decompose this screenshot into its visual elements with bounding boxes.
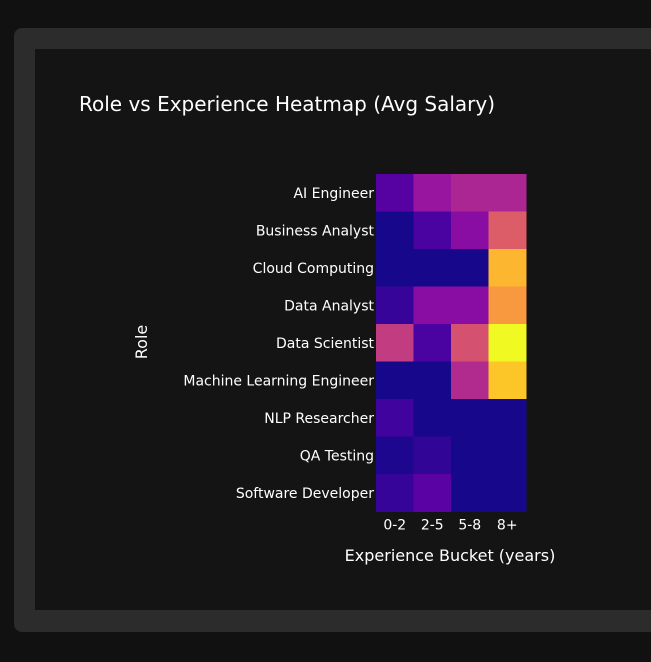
heatmap-cell[interactable]	[488, 174, 527, 212]
y-tick-label: Machine Learning Engineer	[183, 373, 374, 389]
y-tick-label: Cloud Computing	[253, 261, 374, 277]
heatmap-cell[interactable]	[451, 474, 489, 512]
y-tick-label: Software Developer	[236, 486, 374, 502]
heatmap-cell[interactable]	[376, 436, 414, 475]
chart-title: Role vs Experience Heatmap (Avg Salary)	[79, 92, 495, 116]
x-tick-label: 5-8	[458, 518, 481, 534]
y-tick-label: Data Scientist	[276, 336, 375, 352]
heatmap-cell[interactable]	[413, 324, 452, 362]
heatmap-cells	[376, 174, 527, 512]
heatmap-cell[interactable]	[376, 286, 414, 325]
heatmap-cell[interactable]	[451, 249, 489, 287]
heatmap-cell[interactable]	[376, 361, 414, 400]
heatmap-cell[interactable]	[376, 474, 414, 512]
x-tick-labels: 0-2 2-5 5-8 8+	[383, 518, 517, 534]
heatmap-cell[interactable]	[413, 286, 452, 325]
heatmap-cell[interactable]	[413, 174, 452, 212]
heatmap-cell[interactable]	[451, 286, 489, 325]
heatmap-cell[interactable]	[451, 399, 489, 437]
heatmap-cell[interactable]	[413, 361, 452, 400]
heatmap-cell[interactable]	[488, 211, 527, 250]
y-tick-label: AI Engineer	[293, 186, 374, 202]
y-tick-label: QA Testing	[300, 448, 374, 464]
heatmap-cell[interactable]	[376, 399, 414, 437]
heatmap-cell[interactable]	[451, 324, 489, 362]
heatmap-cell[interactable]	[451, 211, 489, 250]
heatmap-cell[interactable]	[488, 436, 527, 475]
heatmap-cell[interactable]	[376, 249, 414, 287]
heatmap-cell[interactable]	[451, 361, 489, 400]
heatmap-cell[interactable]	[413, 474, 452, 512]
y-tick-label: Business Analyst	[256, 223, 375, 239]
heatmap-cell[interactable]	[451, 436, 489, 475]
heatmap-cell[interactable]	[413, 436, 452, 475]
x-tick-label: 8+	[497, 518, 518, 534]
heatmap-cell[interactable]	[451, 174, 489, 212]
heatmap-cell[interactable]	[413, 399, 452, 437]
heatmap-cell[interactable]	[488, 399, 527, 437]
heatmap-cell[interactable]	[488, 474, 527, 512]
heatmap-cell[interactable]	[488, 286, 527, 325]
heatmap-cell[interactable]	[488, 361, 527, 400]
y-axis-title: Role	[132, 325, 151, 359]
x-axis-title: Experience Bucket (years)	[345, 546, 556, 565]
x-tick-label: 2-5	[421, 518, 444, 534]
heatmap-cell[interactable]	[413, 211, 452, 250]
plot-card	[35, 49, 651, 610]
heatmap-cell[interactable]	[488, 249, 527, 287]
x-tick-label: 0-2	[383, 518, 406, 534]
heatmap-cell[interactable]	[376, 174, 414, 212]
y-tick-label: NLP Researcher	[264, 411, 374, 427]
y-tick-label: Data Analyst	[284, 298, 374, 314]
heatmap-cell[interactable]	[376, 324, 414, 362]
heatmap-cell[interactable]	[376, 211, 414, 250]
heatmap-cell[interactable]	[488, 324, 527, 362]
y-tick-labels: AI Engineer Business Analyst Cloud Computi…	[183, 186, 374, 502]
heatmap-cell[interactable]	[413, 249, 452, 287]
